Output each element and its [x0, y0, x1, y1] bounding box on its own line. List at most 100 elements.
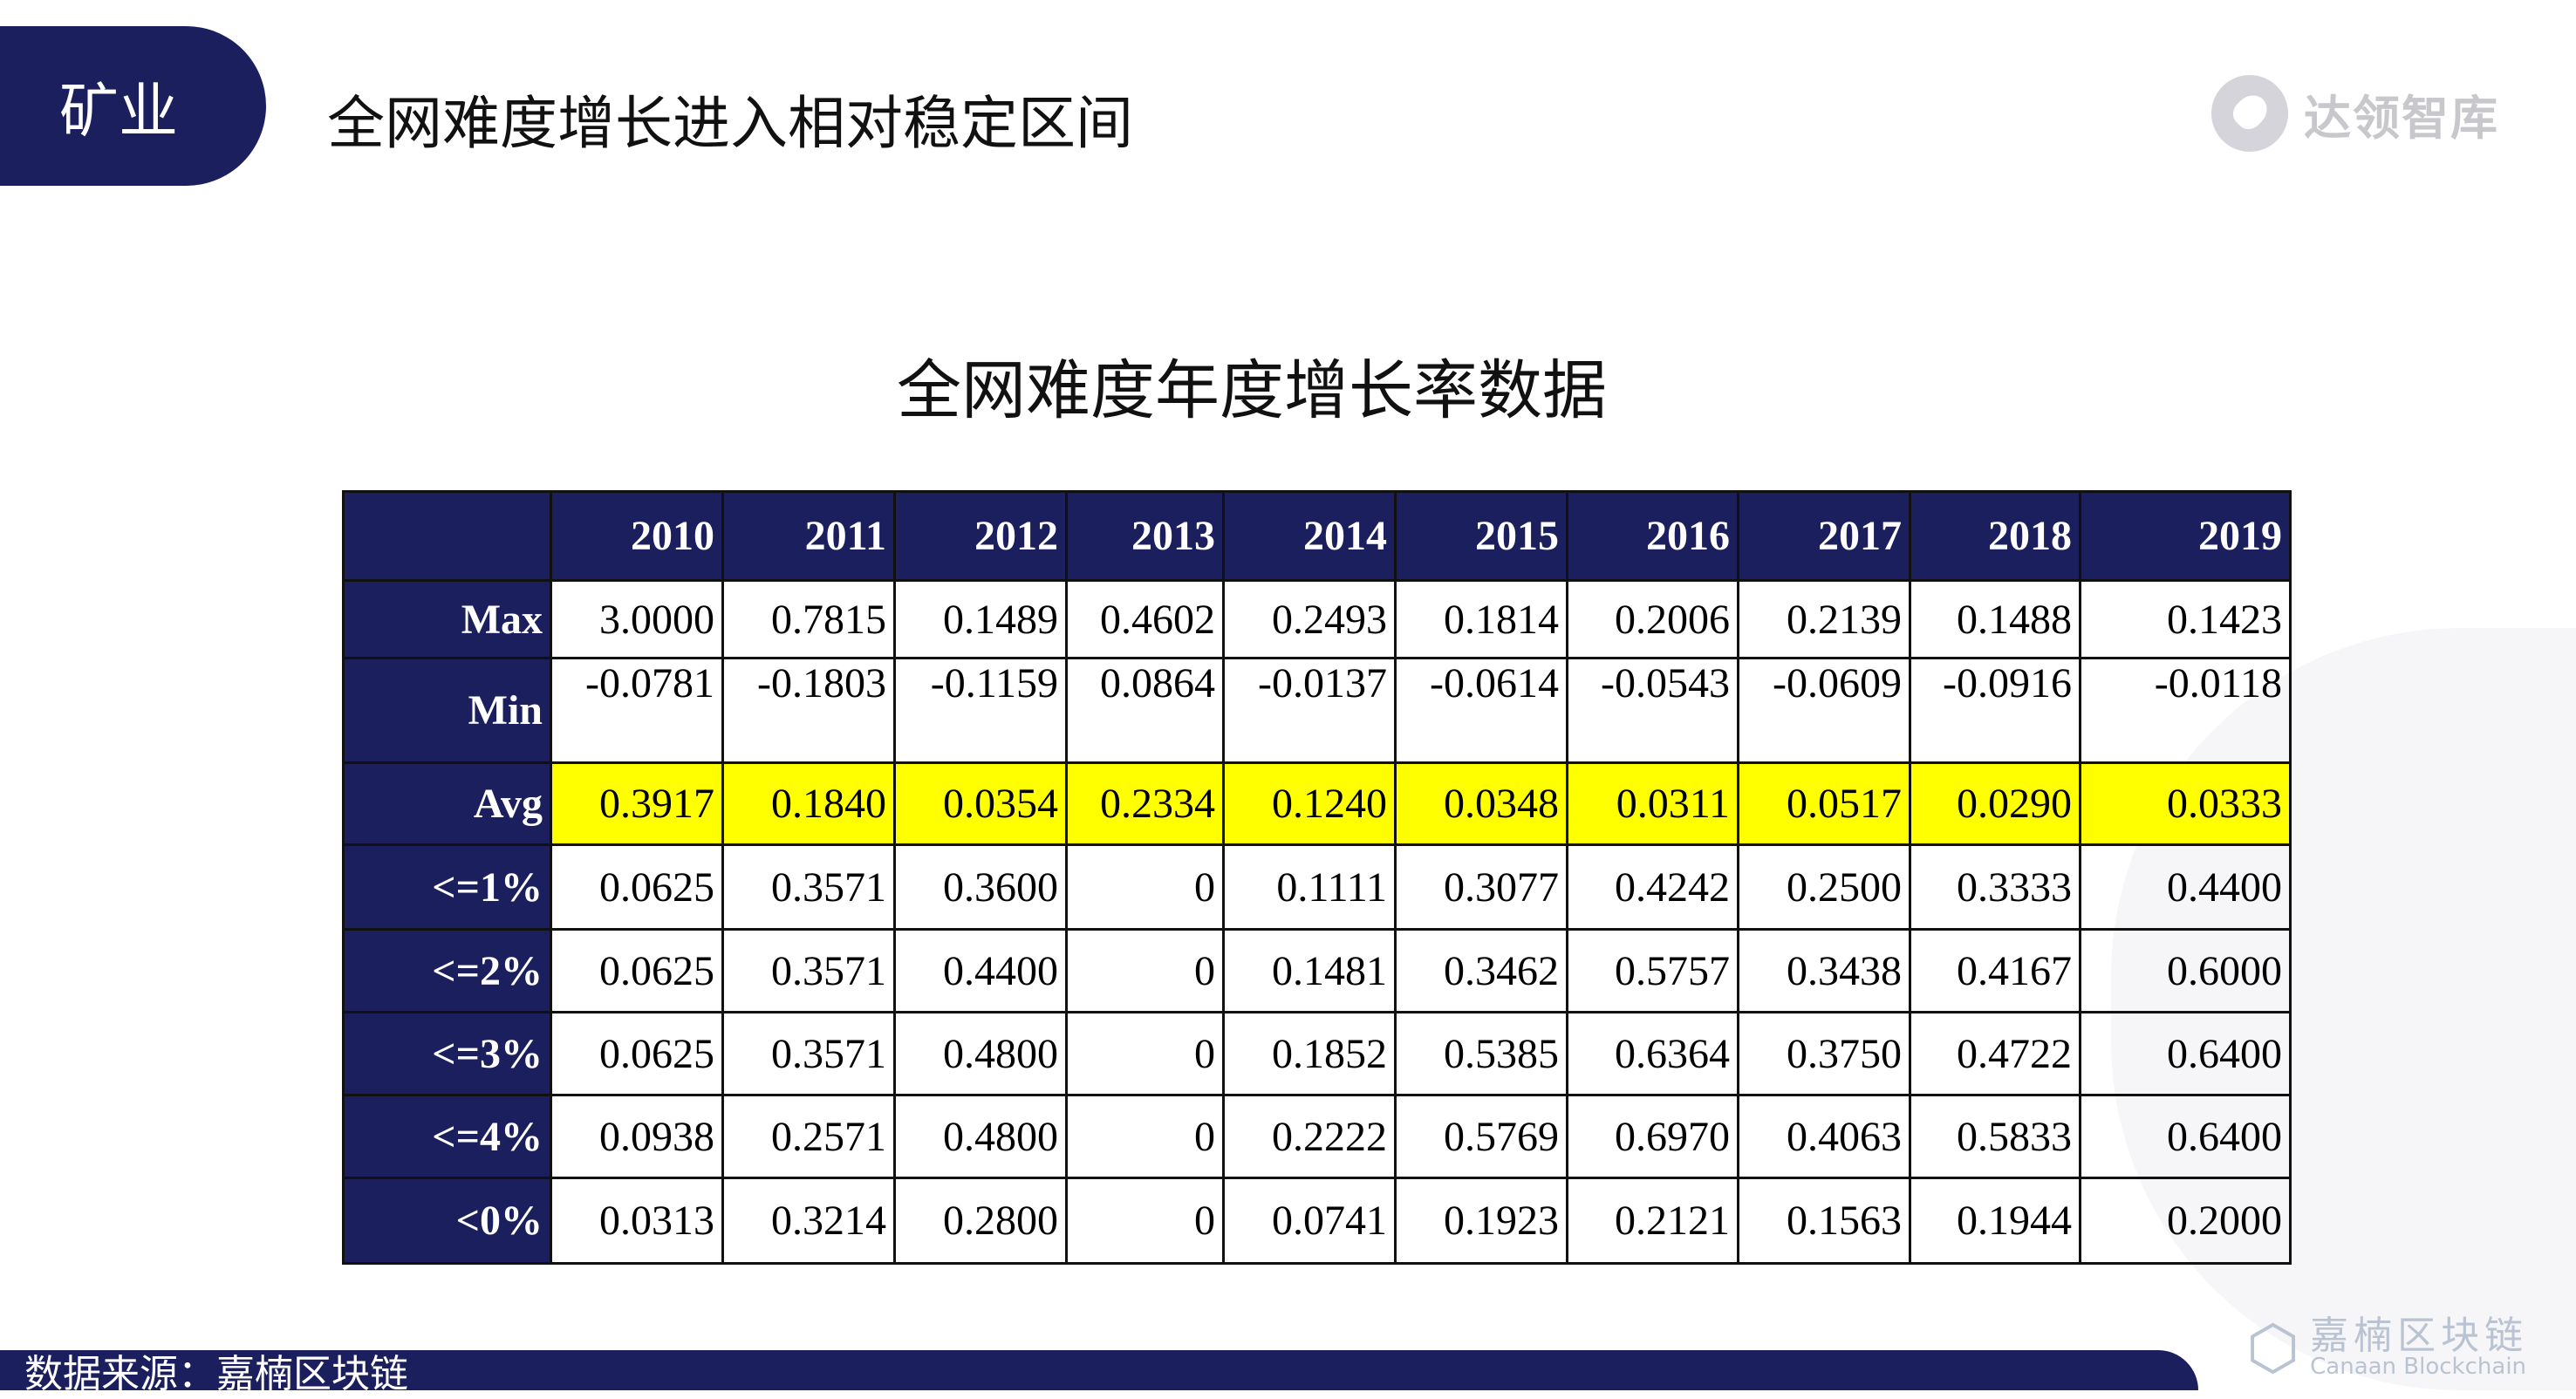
section-tab: 矿业	[0, 26, 266, 186]
table-cell: 0.2500	[1737, 843, 1911, 931]
table-cell: 0.4242	[1566, 843, 1739, 931]
source-text: 数据来源：嘉楠区块链	[24, 1352, 408, 1396]
table-cell: 0.6970	[1566, 1094, 1739, 1179]
table-cell: 0.2334	[1065, 761, 1225, 846]
table-cell: 0.0290	[1909, 761, 2081, 846]
column-header-2015: 2015	[1394, 490, 1568, 582]
table-cell: -0.0137	[1222, 657, 1397, 764]
dalin-logo: 达领智库	[2211, 75, 2499, 152]
table-cell: 0.6400	[2079, 1011, 2292, 1096]
table-cell: -0.0781	[550, 657, 724, 764]
row-header: <=2%	[342, 928, 552, 1013]
table-cell: 0.3438	[1737, 928, 1911, 1013]
table-cell: -0.1803	[721, 657, 896, 764]
table-cell: -0.1159	[893, 657, 1068, 764]
table-row: Max 3.0000 0.7815 0.1489 0.4602 0.2493 0.1814 0…	[342, 579, 2292, 659]
table-cell: 0.2493	[1222, 579, 1397, 659]
table-cell: 0	[1065, 928, 1225, 1013]
table-cell: 0.0625	[550, 928, 724, 1013]
difficulty-growth-table: 2010 2011 2012 2013 2014 2015 2016 2017 2018 2019…	[342, 490, 2292, 1265]
table-cell: 0.3462	[1394, 928, 1568, 1013]
table-cell: 0.1923	[1394, 1177, 1568, 1265]
table-cell: 0.2222	[1222, 1094, 1397, 1179]
rocket-logo-icon	[2211, 75, 2288, 152]
table-cell: 0.6364	[1566, 1011, 1739, 1096]
table-row: <=3% 0.0625 0.3571 0.4800 0 0.1852 0.5385 0.636…	[342, 1011, 2292, 1096]
table-cell: 0.4722	[1909, 1011, 2081, 1096]
table-cell: 0.5385	[1394, 1011, 1568, 1096]
table-row: <=4% 0.0938 0.2571 0.4800 0 0.2222 0.5769 0.697…	[342, 1094, 2292, 1179]
table-cell: 0.4800	[893, 1094, 1068, 1179]
source-footer: 数据来源：嘉楠区块链	[0, 1350, 2198, 1396]
canaan-logo: ⬡ 嘉楠区块链 Canaan Blockchain	[2246, 1312, 2529, 1383]
logo-text: 达领智库	[2304, 90, 2499, 146]
table-cell: 0.1488	[1909, 579, 2081, 659]
table-cell: 0.0311	[1566, 761, 1739, 846]
page-title: 全网难度增长进入相对稳定区间	[327, 90, 1133, 157]
table-cell: 0.2000	[2079, 1177, 2292, 1265]
table-cell: 0.4400	[893, 928, 1068, 1013]
table-cell: 3.0000	[550, 579, 724, 659]
table-cell: 0.0741	[1222, 1177, 1397, 1265]
table-cell: 0.3571	[721, 843, 896, 931]
table-cell: 0.0333	[2079, 761, 2292, 846]
table-cell: 0.0354	[893, 761, 1068, 846]
table-cell: 0.1944	[1909, 1177, 2081, 1265]
table-cell: 0.3600	[893, 843, 1068, 931]
table-cell: 0.6000	[2079, 928, 2292, 1013]
table-cell: -0.0609	[1737, 657, 1911, 764]
table-cell: 0.1563	[1737, 1177, 1911, 1265]
table-cell: 0.4063	[1737, 1094, 1911, 1179]
row-header: <=3%	[342, 1011, 552, 1096]
table-cell: 0.1852	[1222, 1011, 1397, 1096]
table-cell: 0.7815	[721, 579, 896, 659]
table-cell: 0.1814	[1394, 579, 1568, 659]
column-header-2010: 2010	[550, 490, 724, 582]
table-cell: 0.2006	[1566, 579, 1739, 659]
row-header: Min	[342, 657, 552, 764]
table-row: <0% 0.0313 0.3214 0.2800 0 0.0741 0.1923 0.2121…	[342, 1177, 2292, 1265]
table-cell: -0.0543	[1566, 657, 1739, 764]
column-header-corner	[342, 490, 552, 582]
table-cell: 0.1423	[2079, 579, 2292, 659]
table-cell: 0.1840	[721, 761, 896, 846]
table-cell: 0.0625	[550, 843, 724, 931]
section-tab-label: 矿业	[59, 78, 179, 147]
table-cell: 0	[1065, 1094, 1225, 1179]
row-header: <=1%	[342, 843, 552, 931]
column-header-2012: 2012	[893, 490, 1068, 582]
table-cell: 0.3750	[1737, 1011, 1911, 1096]
canaan-logo-en: Canaan Blockchain	[2310, 1354, 2527, 1380]
row-header: Max	[342, 579, 552, 659]
table-cell: 0	[1065, 1177, 1225, 1265]
row-header: <0%	[342, 1177, 552, 1265]
column-header-2014: 2014	[1222, 490, 1397, 582]
table-cell: 0.0864	[1065, 657, 1225, 764]
table-cell: -0.0118	[2079, 657, 2292, 764]
hexagon-logo-icon: ⬡	[2246, 1312, 2300, 1383]
table-row: <=1% 0.0625 0.3571 0.3600 0 0.1111 0.3077 0.424…	[342, 843, 2292, 931]
table-cell: 0.6400	[2079, 1094, 2292, 1179]
table-cell: 0.4167	[1909, 928, 2081, 1013]
column-header-2019: 2019	[2079, 490, 2292, 582]
table-cell: 0.5833	[1909, 1094, 2081, 1179]
canaan-logo-cn: 嘉楠区块链	[2310, 1314, 2529, 1358]
column-header-2018: 2018	[1909, 490, 2081, 582]
table-cell: 0.3571	[721, 928, 896, 1013]
column-header-2013: 2013	[1065, 490, 1225, 582]
table-cell: 0.4400	[2079, 843, 2292, 931]
table-cell: 0.2571	[721, 1094, 896, 1179]
table-cell: 0.0348	[1394, 761, 1568, 846]
table-cell: 0.3077	[1394, 843, 1568, 931]
row-header: Avg	[342, 761, 552, 846]
table-title: 全网难度年度增长率数据	[897, 353, 1607, 428]
column-header-2017: 2017	[1737, 490, 1911, 582]
table-cell: 0.1111	[1222, 843, 1397, 931]
table-cell: 0.2121	[1566, 1177, 1739, 1265]
table-cell: 0.3214	[721, 1177, 896, 1265]
table-row: <=2% 0.0625 0.3571 0.4400 0 0.1481 0.3462 0.575…	[342, 928, 2292, 1013]
table-cell: 0.2139	[1737, 579, 1911, 659]
column-header-2016: 2016	[1566, 490, 1739, 582]
table-cell: 0.3333	[1909, 843, 2081, 931]
table-cell: 0.5757	[1566, 928, 1739, 1013]
